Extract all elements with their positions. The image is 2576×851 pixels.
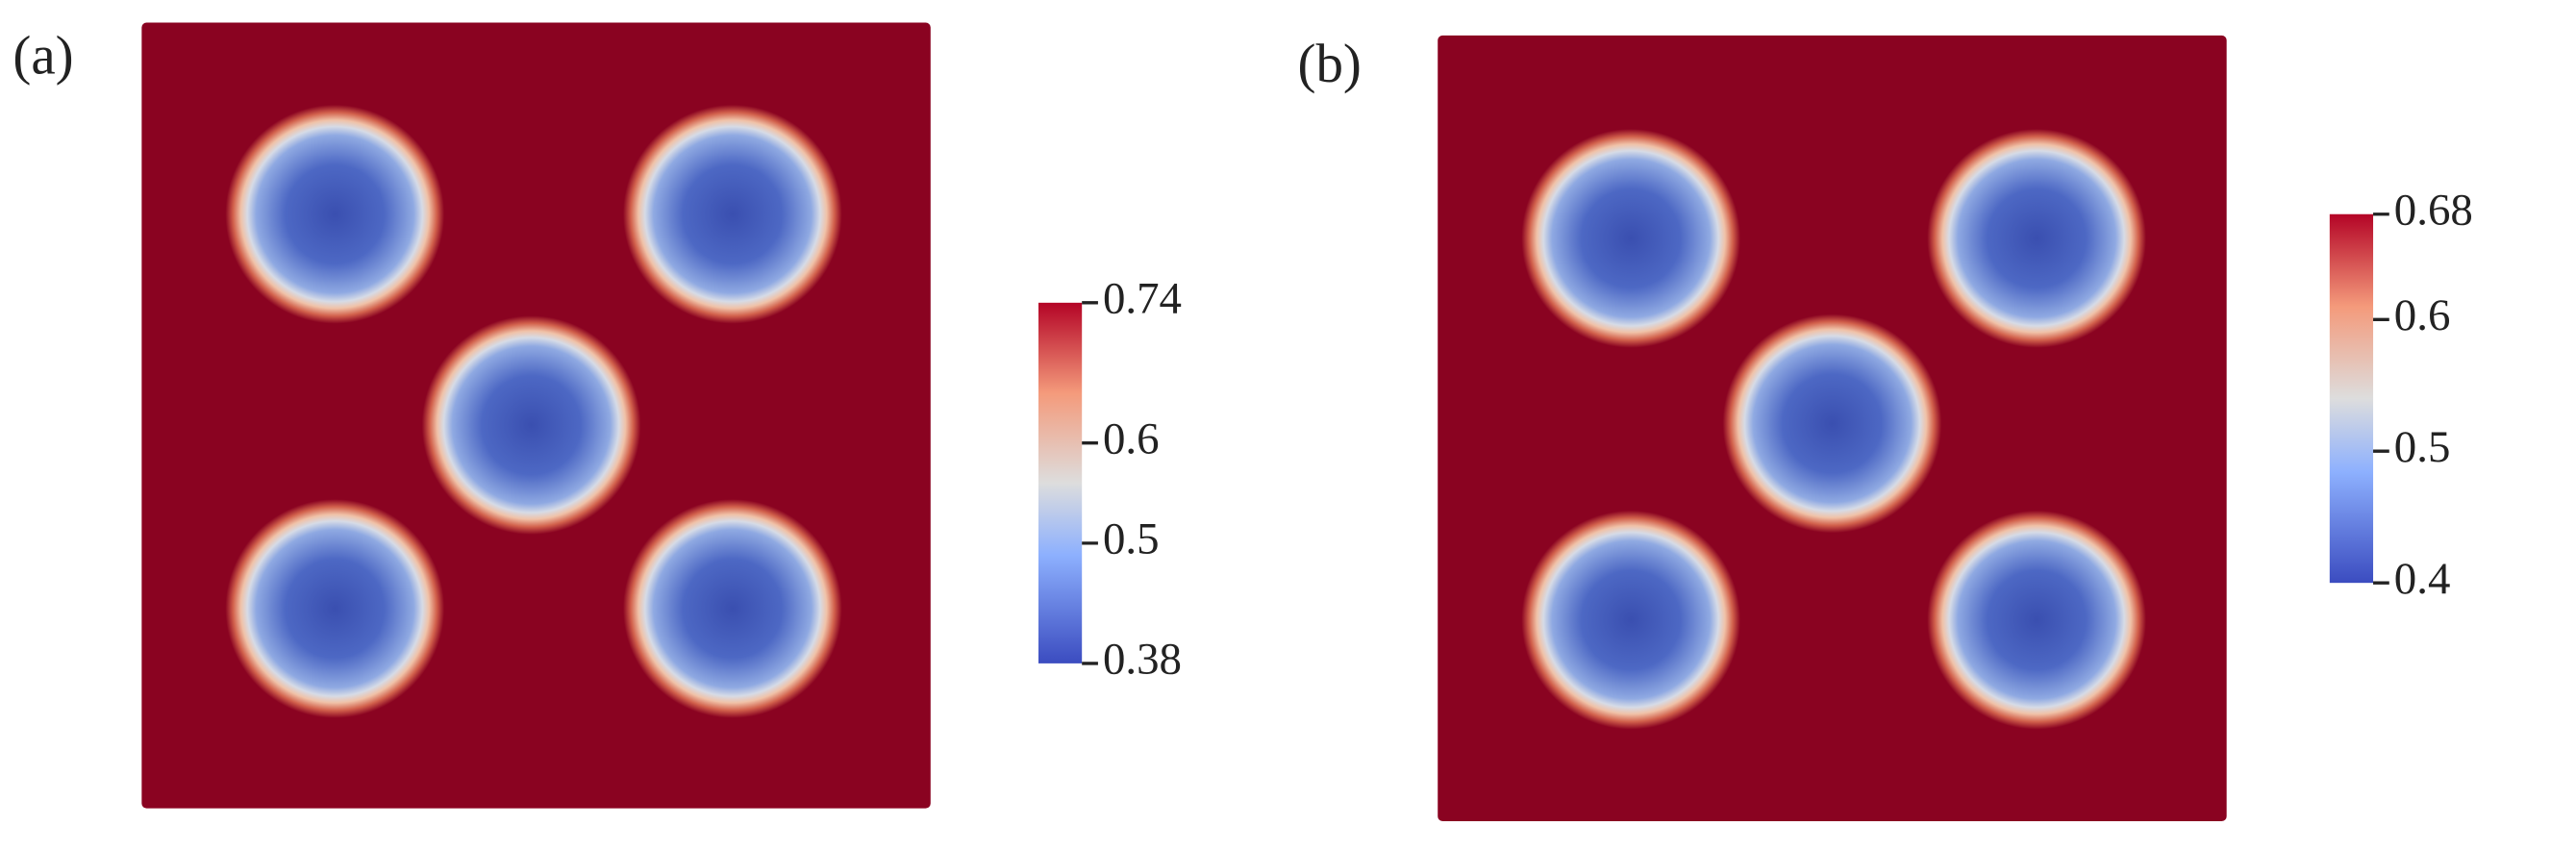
tick-label: 0.68 xyxy=(2394,186,2473,236)
tick-label: 0.5 xyxy=(2394,422,2451,472)
spot xyxy=(421,315,641,535)
spot xyxy=(1927,128,2146,348)
spot xyxy=(225,104,445,324)
spot xyxy=(1927,510,2146,730)
spot xyxy=(225,499,445,718)
tick-label: 0.74 xyxy=(1103,274,1182,324)
spot xyxy=(1521,510,1740,730)
spot xyxy=(1521,128,1740,348)
tick-label: 0.6 xyxy=(1103,413,1160,463)
spot xyxy=(1722,313,1942,534)
tick-label: 0.38 xyxy=(1103,635,1182,685)
colorbar xyxy=(2329,213,2374,584)
tick-label: 0.6 xyxy=(2394,290,2451,340)
tick-label: 0.4 xyxy=(2394,554,2451,604)
tick-label: 0.5 xyxy=(1103,514,1160,564)
panel-label: (a) xyxy=(13,26,73,87)
spot xyxy=(622,499,842,718)
panel-label: (b) xyxy=(1298,34,1362,94)
spot xyxy=(622,104,842,324)
colorbar xyxy=(1038,302,1083,663)
